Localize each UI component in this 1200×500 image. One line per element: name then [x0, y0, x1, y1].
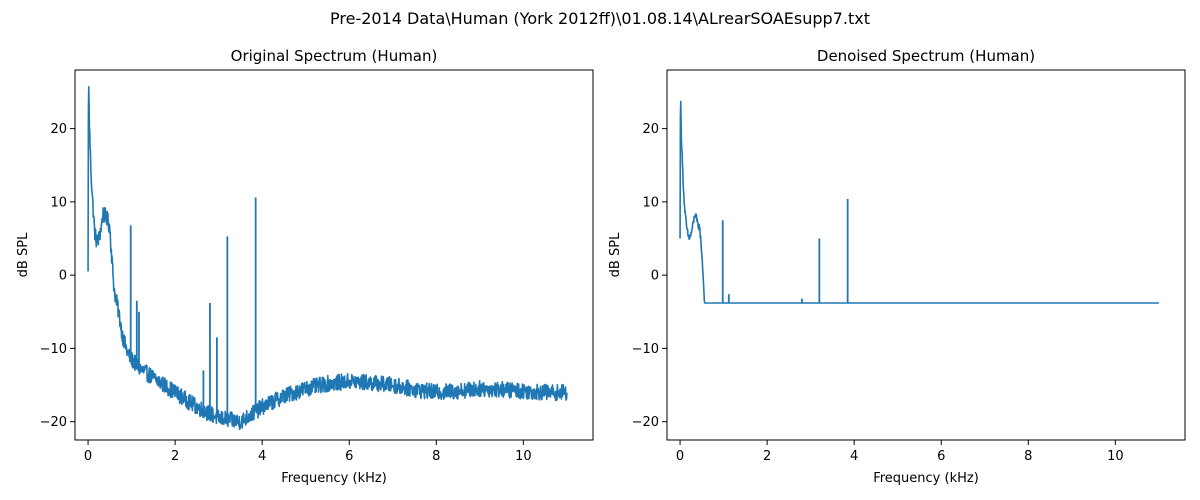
x-tick-label: 10 — [515, 449, 532, 464]
axes-frame — [74, 69, 594, 441]
y-tick-label: 20 — [642, 122, 659, 137]
series-line — [679, 100, 1160, 304]
x-tick-label: 8 — [1024, 449, 1032, 464]
x-tick-label: 6 — [937, 449, 945, 464]
x-tick-label: 10 — [1107, 449, 1124, 464]
figure-suptitle: Pre-2014 Data\Human (York 2012ff)\01.08.… — [330, 9, 870, 28]
x-tick-label: 0 — [676, 449, 684, 464]
x-tick-label: 8 — [432, 449, 440, 464]
x-tick-label: 0 — [84, 449, 92, 464]
x-axis-label: Frequency (kHz) — [281, 471, 387, 486]
y-tick-label: 0 — [651, 269, 659, 284]
x-axis-label: Frequency (kHz) — [873, 471, 979, 486]
chart-title: Original Spectrum (Human) — [231, 47, 438, 65]
y-tick-label: 20 — [50, 122, 67, 137]
chart-denoised: 0 2 4 6 8 10 −20 −10 0 10 20 Denoised Spectrum (Hum… — [608, 47, 1186, 486]
y-tick-label: 10 — [50, 195, 67, 210]
series-line — [87, 85, 568, 431]
x-tick-label: 2 — [171, 449, 179, 464]
chart-original: 0 2 4 6 8 10 −20 −10 0 10 20 Original Spectrum (Hum… — [16, 47, 594, 486]
x-tick-label: 6 — [345, 449, 353, 464]
x-tick-label: 2 — [763, 449, 771, 464]
axes-frame — [666, 69, 1186, 441]
y-tick-label: −10 — [632, 342, 659, 357]
y-axis-label: dB SPL — [16, 232, 31, 277]
y-axis-label: dB SPL — [608, 232, 623, 277]
chart-title: Denoised Spectrum (Human) — [817, 47, 1035, 65]
plot-area — [87, 85, 568, 431]
x-tick-label: 4 — [258, 449, 266, 464]
y-tick-label: −20 — [40, 415, 67, 430]
y-tick-label: −20 — [632, 415, 659, 430]
x-tick-label: 4 — [850, 449, 858, 464]
plot-area — [679, 100, 1160, 304]
y-tick-label: 0 — [59, 269, 67, 284]
y-tick-label: −10 — [40, 342, 67, 357]
y-tick-label: 10 — [642, 195, 659, 210]
